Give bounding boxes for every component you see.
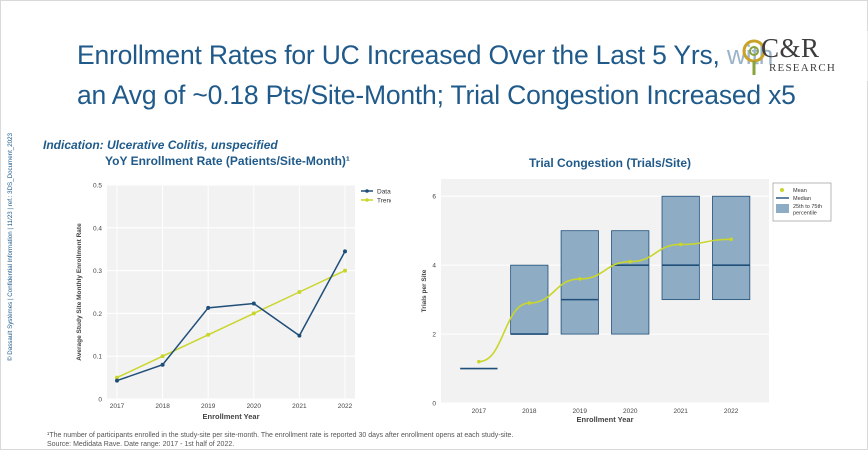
plot-area bbox=[107, 185, 355, 399]
series-line bbox=[116, 250, 346, 382]
legend-label: Trend Line bbox=[377, 197, 391, 204]
series-line bbox=[116, 269, 346, 379]
y-tick-label: 0.1 bbox=[93, 354, 102, 361]
legend-box-swatch bbox=[776, 204, 789, 213]
title-line-1: Enrollment Rates for UC Increased Over t… bbox=[77, 40, 774, 70]
data-point bbox=[297, 333, 302, 338]
legend-label: Data points bbox=[377, 188, 391, 195]
data-point bbox=[160, 354, 165, 359]
enrollment-rate-chart: 0 0.1 0.2 0.3 0.4 0.5 2017 2018 2019 2020 2021 2022… bbox=[76, 183, 391, 422]
iqr-box bbox=[712, 195, 751, 301]
x-tick-label: 2022 bbox=[724, 408, 739, 415]
data-point bbox=[115, 375, 119, 380]
title-line-2: an Avg of ~0.18 Pts/Site-Month; Trial Co… bbox=[77, 80, 796, 110]
x-tick-label: 2017 bbox=[472, 408, 487, 415]
y-tick-label: 0.3 bbox=[93, 268, 102, 275]
mean-point bbox=[477, 359, 481, 364]
y-tick-label: 6 bbox=[432, 194, 436, 201]
logo-mark-icon bbox=[742, 39, 766, 75]
legend-label: Mean bbox=[793, 188, 807, 194]
x-tick-label: 2021 bbox=[292, 403, 307, 410]
data-point bbox=[343, 268, 347, 273]
x-tick-label: 2019 bbox=[573, 408, 588, 415]
legend-label: 25th to 75th percentile bbox=[793, 204, 822, 217]
iqr-box bbox=[611, 230, 650, 335]
confidential-side-label: © Dassault Systèmes | Confidential Infor… bbox=[7, 132, 14, 361]
logo-subtext: RESEARCH bbox=[769, 62, 837, 74]
y-tick-label: 4 bbox=[432, 263, 436, 270]
x-tick-label: 2018 bbox=[522, 408, 537, 415]
mean-point bbox=[729, 237, 733, 242]
x-tick-label: 2020 bbox=[623, 408, 638, 415]
x-tick-label: 2017 bbox=[110, 403, 125, 410]
mean-point bbox=[678, 242, 683, 247]
iqr-box bbox=[560, 230, 599, 335]
data-point bbox=[115, 378, 119, 383]
legend-label: Median bbox=[793, 196, 811, 202]
data-point bbox=[251, 301, 256, 306]
x-tick-label: 2019 bbox=[201, 403, 216, 410]
x-axis-label: Enrollment Year bbox=[577, 415, 634, 424]
y-axis-label: Average Study Site Monthly Enrollment Ra… bbox=[76, 223, 83, 361]
x-axis-label: Enrollment Year bbox=[203, 412, 260, 421]
slide-title: Enrollment Rates for UC Increased Over t… bbox=[77, 35, 817, 115]
y-tick-label: 0 bbox=[98, 397, 102, 404]
footnote: ¹The number of participants enrolled in … bbox=[47, 432, 514, 439]
y-tick-label: 0.5 bbox=[93, 183, 102, 190]
mean-point bbox=[628, 259, 633, 264]
mean-point bbox=[527, 301, 532, 305]
data-point bbox=[206, 332, 211, 337]
legend-marker bbox=[365, 189, 369, 193]
company-logo: C&R RESEARCH bbox=[723, 31, 868, 81]
y-tick-label: 2 bbox=[432, 332, 436, 339]
y-tick-label: 0.2 bbox=[93, 311, 102, 318]
iqr-box bbox=[661, 195, 700, 301]
x-tick-label: 2018 bbox=[155, 403, 170, 410]
right-chart-title: Trial Congestion (Trials/Site) bbox=[529, 156, 692, 170]
x-tick-label: 2020 bbox=[247, 403, 262, 410]
data-point bbox=[251, 311, 256, 316]
data-point bbox=[206, 305, 211, 310]
data-point bbox=[160, 362, 165, 367]
data-point bbox=[343, 249, 347, 254]
trial-congestion-chart: 0 2 4 6 2017 2018 2019 2020 2021 2022 Enrollment Y… bbox=[421, 179, 832, 424]
left-chart-title: YoY Enrollment Rate (Patients/Site-Month… bbox=[105, 154, 350, 168]
data-point bbox=[297, 290, 302, 294]
mean-point bbox=[577, 277, 582, 281]
logo-text: C&R bbox=[761, 33, 820, 63]
x-tick-label: 2021 bbox=[673, 408, 688, 415]
y-axis-label: Trials per Site bbox=[421, 269, 428, 312]
legend-mean-marker bbox=[780, 188, 784, 192]
y-tick-label: 0.4 bbox=[93, 225, 102, 232]
legend-marker bbox=[365, 198, 369, 202]
source-note: Source: Medidata Rave. Date range: 2017 … bbox=[47, 441, 235, 448]
y-tick-label: 0 bbox=[432, 401, 436, 408]
x-tick-label: 2022 bbox=[338, 403, 353, 410]
indication-label: Indication: Ulcerative Colitis, unspecif… bbox=[43, 138, 278, 152]
